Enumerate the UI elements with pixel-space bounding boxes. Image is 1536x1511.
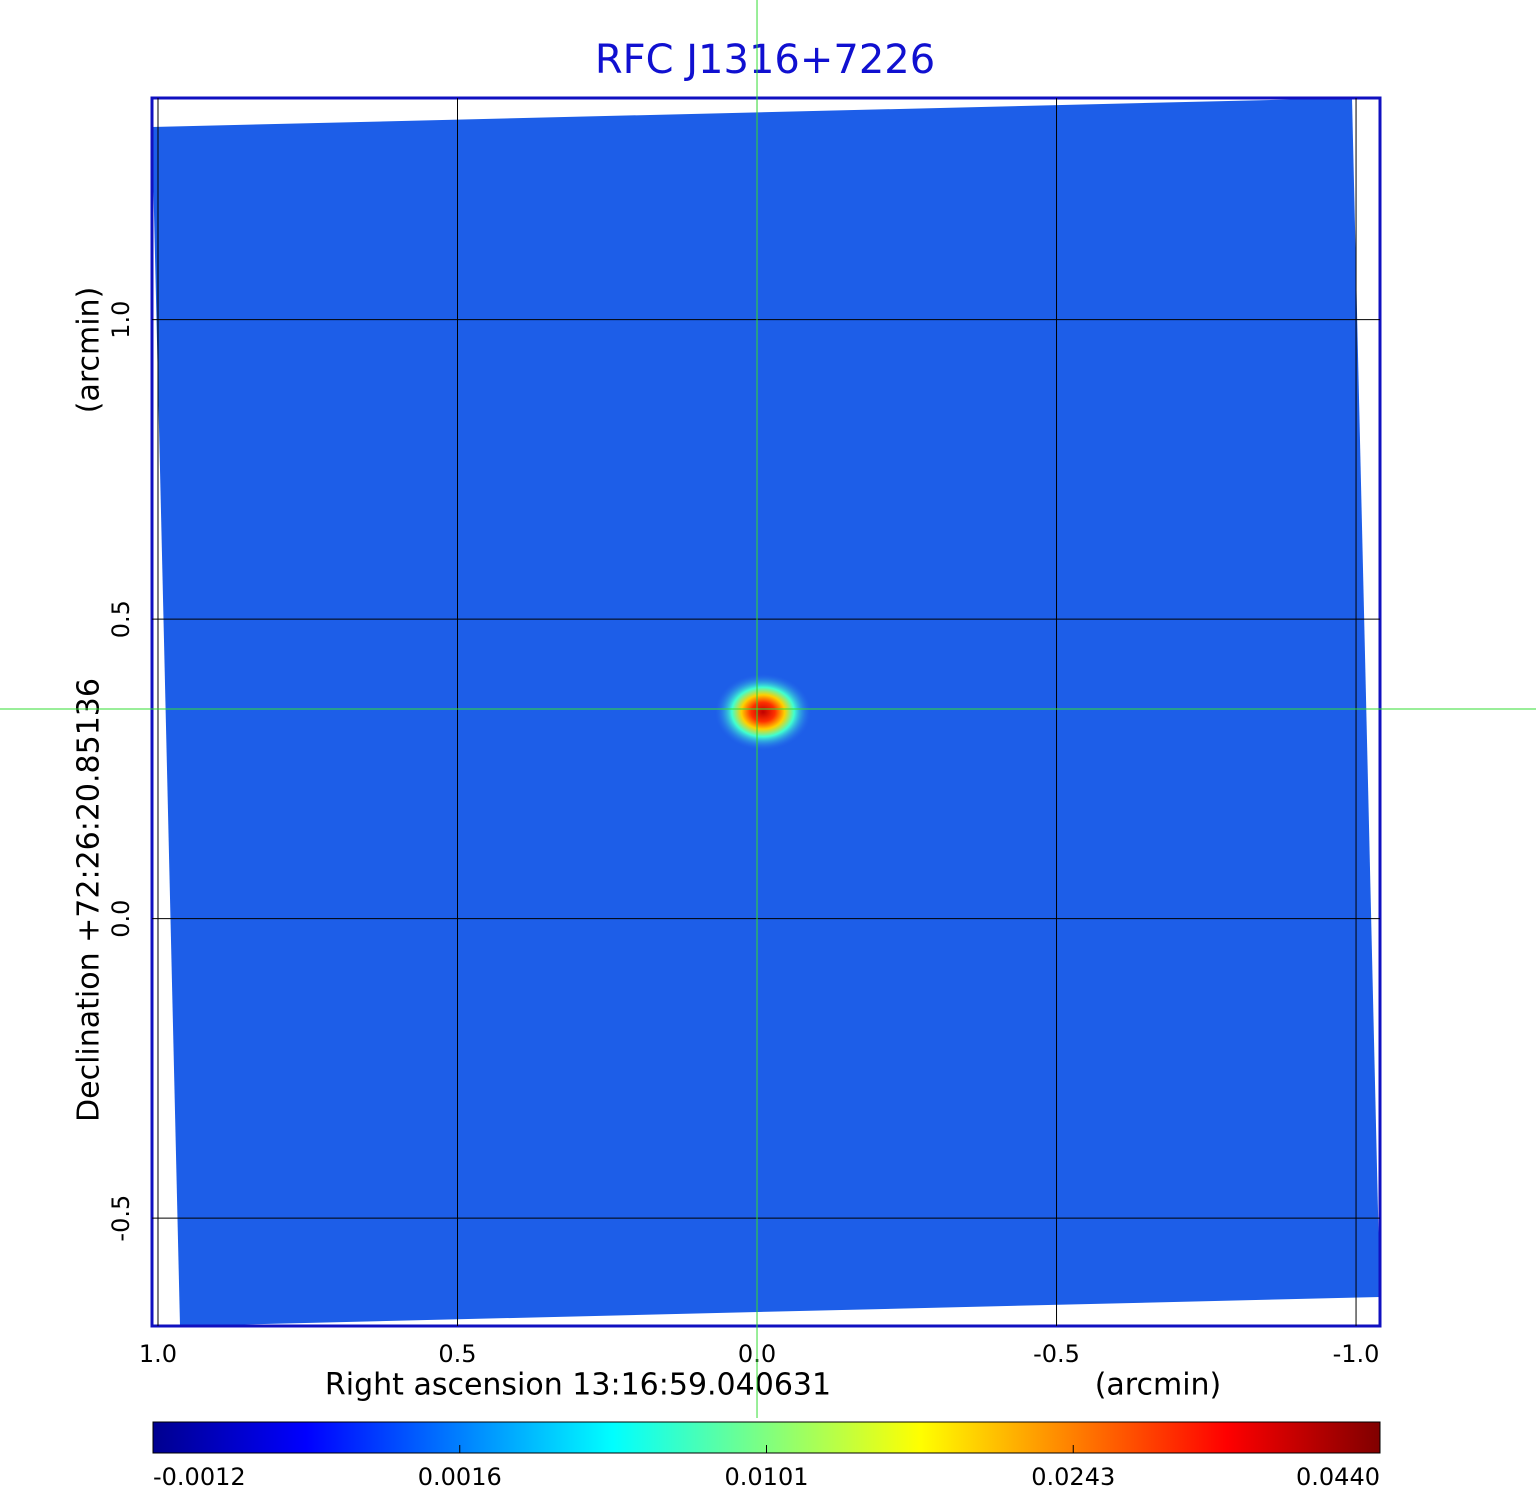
x-axis-unit: (arcmin) [1095, 1368, 1222, 1403]
chart-title: RFC J1316+7226 [595, 37, 935, 83]
x-tick-label: 0.5 [438, 1340, 476, 1368]
plot-frame [150, 96, 1382, 1328]
colorbar-tick-label: 0.0016 [418, 1463, 502, 1491]
x-tick-label: 1.0 [139, 1340, 177, 1368]
colorbar-tick-label: 0.0440 [1296, 1463, 1380, 1491]
y-axis-label: Declination +72:26:20.85136 [72, 678, 107, 1122]
x-tick-label: -1.0 [1333, 1340, 1380, 1368]
x-axis-label: Right ascension 13:16:59.040631 [325, 1368, 831, 1403]
colorbar-tick-label: 0.0243 [1031, 1463, 1115, 1491]
colorbar-tick-label: -0.0012 [153, 1463, 246, 1491]
y-tick-label: 0.0 [107, 900, 135, 938]
radio-source [715, 674, 811, 750]
colorbar-tick-label: 0.0101 [725, 1463, 809, 1491]
y-axis-unit: (arcmin) [72, 287, 107, 414]
y-tick-label: 1.0 [107, 301, 135, 339]
y-tick-label: 0.5 [107, 600, 135, 638]
y-tick-label: -0.5 [107, 1195, 135, 1242]
x-tick-label: -0.5 [1033, 1340, 1080, 1368]
